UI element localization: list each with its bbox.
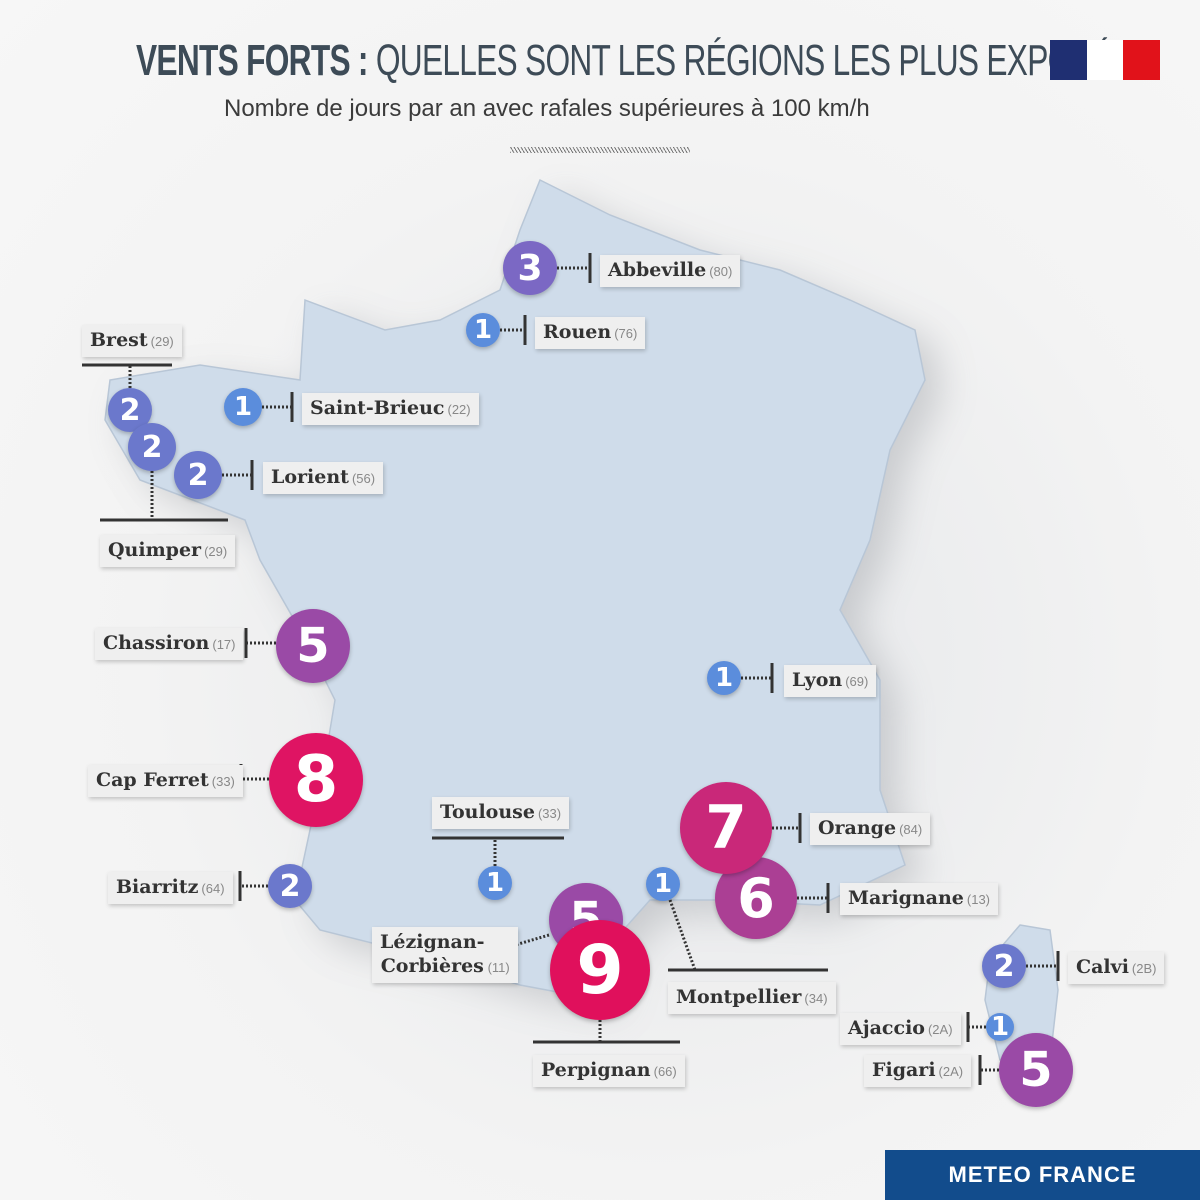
connector-lezignan-corbieres bbox=[514, 933, 550, 947]
station-name: Quimper bbox=[108, 539, 202, 561]
station-marker-biarritz: 2 bbox=[268, 864, 312, 908]
station-marker-abbeville: 3 bbox=[503, 241, 557, 295]
station-name: Ajaccio bbox=[848, 1017, 925, 1039]
station-name: Abbeville bbox=[608, 259, 707, 281]
flag-white bbox=[1086, 40, 1124, 80]
station-dept: (2B) bbox=[1131, 961, 1157, 976]
station-label-toulouse: Toulouse (33) bbox=[432, 797, 570, 829]
station-name: Orange bbox=[818, 817, 897, 839]
station-marker-rouen: 1 bbox=[466, 313, 500, 347]
station-dept: (76) bbox=[614, 326, 638, 341]
station-name: Calvi bbox=[1076, 956, 1129, 978]
station-label-calvi: Calvi (2B) bbox=[1068, 952, 1165, 984]
station-marker-chassiron: 5 bbox=[276, 609, 350, 683]
station-dept: (22) bbox=[447, 402, 471, 417]
station-name: Lyon bbox=[792, 669, 843, 691]
station-name: Montpellier bbox=[676, 986, 802, 1008]
station-marker-toulouse: 1 bbox=[478, 866, 512, 900]
station-name: Cap Ferret bbox=[96, 769, 209, 791]
station-label-chassiron: Chassiron (17) bbox=[95, 628, 244, 660]
station-dept: (2A) bbox=[927, 1022, 953, 1037]
connector-montpellier bbox=[668, 899, 697, 971]
hatch-divider bbox=[510, 147, 690, 153]
station-marker-calvi: 2 bbox=[982, 944, 1026, 988]
station-label-lezignan-corbieres: Lézignan- Corbières (11) bbox=[372, 927, 518, 983]
station-marker-cap-ferret: 8 bbox=[269, 733, 363, 827]
meteo-france-logo: METEO FRANCE bbox=[885, 1150, 1200, 1200]
station-label-perpignan: Perpignan (66) bbox=[533, 1055, 685, 1087]
station-marker-saint-brieuc: 1 bbox=[224, 388, 262, 426]
station-dept: (17) bbox=[212, 637, 236, 652]
station-marker-orange: 7 bbox=[680, 782, 772, 874]
station-name: Rouen bbox=[543, 321, 612, 343]
station-marker-montpellier: 1 bbox=[646, 867, 680, 901]
station-dept: (13) bbox=[966, 892, 991, 907]
station-dept: (34) bbox=[804, 991, 828, 1006]
title-light: QUELLES SONT LES RÉGIONS LES PLUS EXPOSÉ… bbox=[375, 36, 1154, 85]
station-dept: (64) bbox=[201, 881, 225, 896]
station-name: Brest bbox=[90, 329, 148, 351]
station-dept: (11) bbox=[487, 960, 510, 975]
station-dept: (29) bbox=[204, 544, 228, 559]
station-name: Toulouse bbox=[440, 801, 535, 823]
station-label-ajaccio: Ajaccio (2A) bbox=[840, 1013, 961, 1045]
station-name: Figari bbox=[872, 1059, 936, 1081]
station-name: Lorient bbox=[271, 466, 349, 488]
station-marker-ajaccio: 1 bbox=[986, 1012, 1014, 1042]
station-name: Biarritz bbox=[116, 876, 199, 898]
station-label-lorient: Lorient (56) bbox=[263, 462, 384, 494]
republique-francaise-logo bbox=[1050, 40, 1161, 80]
station-dept: (80) bbox=[709, 264, 733, 279]
station-dept: (84) bbox=[899, 822, 923, 837]
station-marker-lorient: 2 bbox=[174, 451, 222, 499]
station-label-rouen: Rouen (76) bbox=[535, 317, 646, 349]
station-label-orange: Orange (84) bbox=[810, 813, 931, 845]
station-label-lyon: Lyon (69) bbox=[784, 665, 877, 697]
station-dept: (33) bbox=[211, 774, 235, 789]
station-dept: (69) bbox=[845, 674, 869, 689]
station-name: Marignane bbox=[848, 887, 964, 909]
station-name: Chassiron bbox=[103, 632, 210, 654]
station-dept: (2A) bbox=[938, 1064, 964, 1079]
station-label-quimper: Quimper (29) bbox=[100, 535, 236, 567]
station-name: Saint-Brieuc bbox=[310, 397, 445, 419]
station-label-biarritz: Biarritz (64) bbox=[108, 872, 233, 904]
connectors bbox=[82, 253, 1060, 1085]
station-dept: (29) bbox=[150, 334, 174, 349]
station-name: Perpignan bbox=[541, 1059, 651, 1081]
subtitle: Nombre de jours par an avec rafales supé… bbox=[224, 95, 870, 122]
page-title: VENTS FORTS : QUELLES SONT LES RÉGIONS L… bbox=[136, 36, 1154, 86]
station-marker-figari: 5 bbox=[999, 1033, 1073, 1107]
station-marker-perpignan: 9 bbox=[550, 920, 650, 1020]
station-dept: (33) bbox=[537, 806, 562, 821]
station-dept: (56) bbox=[351, 471, 376, 486]
station-label-brest: Brest (29) bbox=[82, 325, 182, 357]
title-bold: VENTS FORTS : bbox=[136, 36, 368, 85]
station-dept: (66) bbox=[653, 1064, 677, 1079]
station-label-abbeville: Abbeville (80) bbox=[600, 255, 741, 287]
station-label-figari: Figari (2A) bbox=[864, 1055, 972, 1087]
station-name: Lézignan- Corbières bbox=[380, 931, 485, 977]
station-label-cap-ferret: Cap Ferret (33) bbox=[88, 765, 243, 797]
station-label-marignane: Marignane (13) bbox=[840, 883, 999, 915]
station-marker-lyon: 1 bbox=[707, 661, 741, 695]
station-marker-quimper: 2 bbox=[128, 423, 176, 471]
station-label-montpellier: Montpellier (34) bbox=[668, 982, 836, 1014]
flag-blue bbox=[1050, 40, 1087, 80]
station-label-saint-brieuc: Saint-Brieuc (22) bbox=[302, 393, 479, 425]
station-marker-marignane: 6 bbox=[715, 857, 797, 939]
flag-red bbox=[1123, 40, 1161, 80]
